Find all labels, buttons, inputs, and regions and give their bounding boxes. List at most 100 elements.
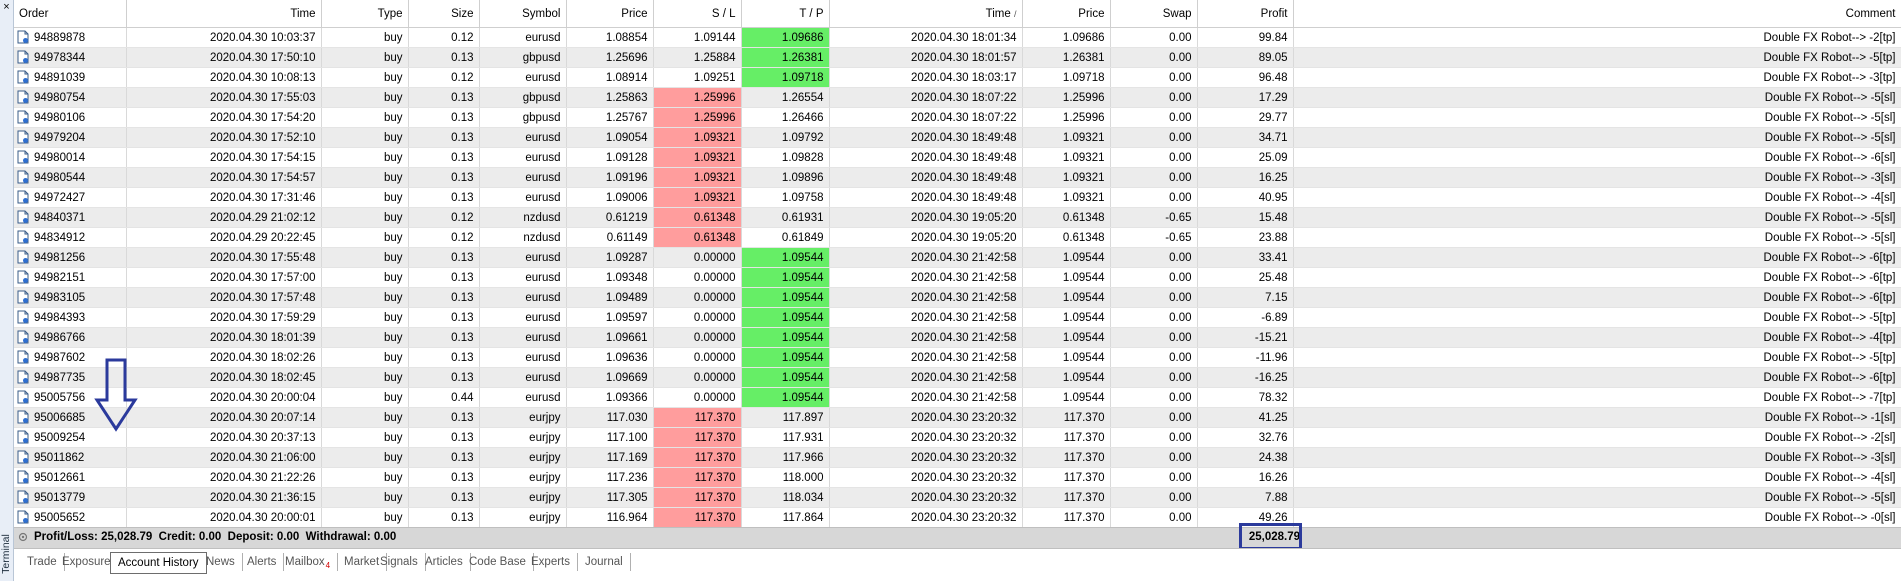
column-header-open-time[interactable]: Time xyxy=(126,0,322,28)
cell-close-time: 2020.04.30 19:05:20 xyxy=(829,227,1023,248)
tab-alerts[interactable]: Alerts xyxy=(240,553,285,571)
tab-market[interactable]: Market xyxy=(337,553,388,571)
tab-mailbox[interactable]: Mailbox4 xyxy=(278,553,339,571)
cell-size: 0.13 xyxy=(408,467,480,488)
cell-symbol: eurusd xyxy=(479,347,567,368)
table-row[interactable]: 94978344 2020.04.30 17:50:10 buy 0.13 gbpusd… xyxy=(14,47,1901,68)
column-header-swap[interactable]: Swap xyxy=(1110,0,1198,28)
order-ticket-icon xyxy=(17,270,29,284)
tab-articles[interactable]: Articles xyxy=(418,553,471,571)
table-row[interactable]: 94983105 2020.04.30 17:57:48 buy 0.13 eurusd… xyxy=(14,287,1901,308)
cell-tp: 1.09544 xyxy=(741,307,830,328)
table-row[interactable]: 94834912 2020.04.29 20:22:45 buy 0.12 nzdusd… xyxy=(14,227,1901,248)
column-header-close-time[interactable]: Time / xyxy=(829,0,1023,28)
table-row[interactable]: 94980014 2020.04.30 17:54:15 buy 0.13 eurusd… xyxy=(14,147,1901,168)
cell-comment: Double FX Robot--> -5[tp] xyxy=(1293,347,1901,368)
cell-swap: 0.00 xyxy=(1110,67,1198,88)
table-row[interactable]: 95011862 2020.04.30 21:06:00 buy 0.13 eurjpy… xyxy=(14,447,1901,468)
table-row[interactable]: 94979204 2020.04.30 17:52:10 buy 0.13 eurusd… xyxy=(14,127,1901,148)
column-header-symbol[interactable]: Symbol xyxy=(479,0,567,28)
table-row[interactable]: 94986766 2020.04.30 18:01:39 buy 0.13 eurusd… xyxy=(14,327,1901,348)
cell-swap: 0.00 xyxy=(1110,47,1198,68)
order-ticket-icon xyxy=(17,370,29,384)
table-row[interactable]: 94987602 2020.04.30 18:02:26 buy 0.13 eurusd… xyxy=(14,347,1901,368)
cell-open-time: 2020.04.30 21:36:15 xyxy=(126,487,322,508)
column-header-profit[interactable]: Profit xyxy=(1197,0,1294,28)
cell-open-time: 2020.04.29 21:02:12 xyxy=(126,207,322,228)
table-row[interactable]: 94980106 2020.04.30 17:54:20 buy 0.13 gbpusd… xyxy=(14,107,1901,128)
cell-type: buy xyxy=(321,387,409,408)
table-row[interactable]: 95005756 2020.04.30 20:00:04 buy 0.44 eurusd… xyxy=(14,387,1901,408)
cell-sl: 0.00000 xyxy=(653,267,742,288)
cell-open-price: 1.25767 xyxy=(566,107,654,128)
table-row[interactable]: 95012661 2020.04.30 21:22:26 buy 0.13 eurjpy… xyxy=(14,467,1901,488)
cell-comment: Double FX Robot--> -2[sl] xyxy=(1293,427,1901,448)
table-row[interactable]: 95009254 2020.04.30 20:37:13 buy 0.13 eurjpy… xyxy=(14,427,1901,448)
column-header-tp[interactable]: T / P xyxy=(741,0,830,28)
tab-trade[interactable]: Trade xyxy=(20,553,65,571)
cell-open-price: 1.09489 xyxy=(566,287,654,308)
order-number: 94980014 xyxy=(34,151,86,164)
cell-sl: 1.09321 xyxy=(653,187,742,208)
table-row[interactable]: 94981256 2020.04.30 17:55:48 buy 0.13 eurusd… xyxy=(14,247,1901,268)
table-row[interactable]: 94840371 2020.04.29 21:02:12 buy 0.12 nzdusd… xyxy=(14,207,1901,228)
tab-code-base[interactable]: Code Base xyxy=(462,553,534,571)
column-header-close-price[interactable]: Price xyxy=(1022,0,1111,28)
table-row[interactable]: 94982151 2020.04.30 17:57:00 buy 0.13 eurusd… xyxy=(14,267,1901,288)
tab-account-history[interactable]: Account History xyxy=(110,552,207,574)
cell-swap: 0.00 xyxy=(1110,287,1198,308)
table-row[interactable]: 95006685 2020.04.30 20:07:14 buy 0.13 eurjpy… xyxy=(14,407,1901,428)
cell-symbol: eurusd xyxy=(479,267,567,288)
cell-profit: 29.77 xyxy=(1197,107,1294,128)
column-header-type[interactable]: Type xyxy=(321,0,409,28)
cell-open-time: 2020.04.30 17:59:29 xyxy=(126,307,322,328)
column-header-size[interactable]: Size xyxy=(408,0,480,28)
cell-close-time: 2020.04.30 21:42:58 xyxy=(829,387,1023,408)
cell-size: 0.13 xyxy=(408,367,480,388)
tab-journal[interactable]: Journal xyxy=(578,553,631,571)
cell-size: 0.12 xyxy=(408,67,480,88)
column-header-order[interactable]: Order xyxy=(14,0,127,28)
table-row[interactable]: 95013779 2020.04.30 21:36:15 buy 0.13 eurjpy… xyxy=(14,487,1901,508)
cell-swap: 0.00 xyxy=(1110,147,1198,168)
cell-open-price: 1.09054 xyxy=(566,127,654,148)
column-header-sl[interactable]: S / L xyxy=(653,0,742,28)
cell-profit: 16.26 xyxy=(1197,467,1294,488)
cell-order: 94972427 xyxy=(14,187,127,208)
table-row[interactable]: 94972427 2020.04.30 17:31:46 buy 0.13 eurusd… xyxy=(14,187,1901,208)
summary-text: Profit/Loss: 25,028.79 Credit: 0.00 Depo… xyxy=(34,531,397,543)
close-icon[interactable]: × xyxy=(3,1,10,13)
cell-profit: 78.32 xyxy=(1197,387,1294,408)
tab-news[interactable]: News xyxy=(199,553,243,571)
table-row[interactable]: 95005652 2020.04.30 20:00:01 buy 0.13 eurjpy… xyxy=(14,507,1901,528)
table-row[interactable]: 94980754 2020.04.30 17:55:03 buy 0.13 gbpusd… xyxy=(14,87,1901,108)
table-row[interactable]: 94984393 2020.04.30 17:59:29 buy 0.13 eurusd… xyxy=(14,307,1901,328)
cell-close-time: 2020.04.30 21:42:58 xyxy=(829,307,1023,328)
column-header-comment[interactable]: Comment xyxy=(1293,0,1901,28)
cell-tp: 1.09758 xyxy=(741,187,830,208)
cell-open-time: 2020.04.29 20:22:45 xyxy=(126,227,322,248)
cell-size: 0.13 xyxy=(408,487,480,508)
column-header-open-price[interactable]: Price xyxy=(566,0,654,28)
cell-swap: 0.00 xyxy=(1110,447,1198,468)
cell-close-price: 1.09321 xyxy=(1022,147,1111,168)
order-number: 95012661 xyxy=(34,471,86,484)
table-row[interactable]: 94889878 2020.04.30 10:03:37 buy 0.12 eurusd… xyxy=(14,27,1901,48)
cell-comment: Double FX Robot--> -5[sl] xyxy=(1293,87,1901,108)
cell-type: buy xyxy=(321,107,409,128)
cell-profit: 23.88 xyxy=(1197,227,1294,248)
cell-open-price: 117.169 xyxy=(566,447,654,468)
table-row[interactable]: 94987735 2020.04.30 18:02:45 buy 0.13 eurusd… xyxy=(14,367,1901,388)
cell-swap: 0.00 xyxy=(1110,387,1198,408)
cell-swap: 0.00 xyxy=(1110,307,1198,328)
cell-profit: 96.48 xyxy=(1197,67,1294,88)
order-ticket-icon xyxy=(17,190,29,204)
tab-experts[interactable]: Experts xyxy=(524,553,578,571)
cell-size: 0.13 xyxy=(408,427,480,448)
cell-open-time: 2020.04.30 10:08:13 xyxy=(126,67,322,88)
tab-signals[interactable]: Signals xyxy=(373,553,426,571)
cell-tp: 117.931 xyxy=(741,427,830,448)
table-row[interactable]: 94980544 2020.04.30 17:54:57 buy 0.13 eurusd… xyxy=(14,167,1901,188)
cell-swap: 0.00 xyxy=(1110,187,1198,208)
table-row[interactable]: 94891039 2020.04.30 10:08:13 buy 0.12 eurusd… xyxy=(14,67,1901,88)
